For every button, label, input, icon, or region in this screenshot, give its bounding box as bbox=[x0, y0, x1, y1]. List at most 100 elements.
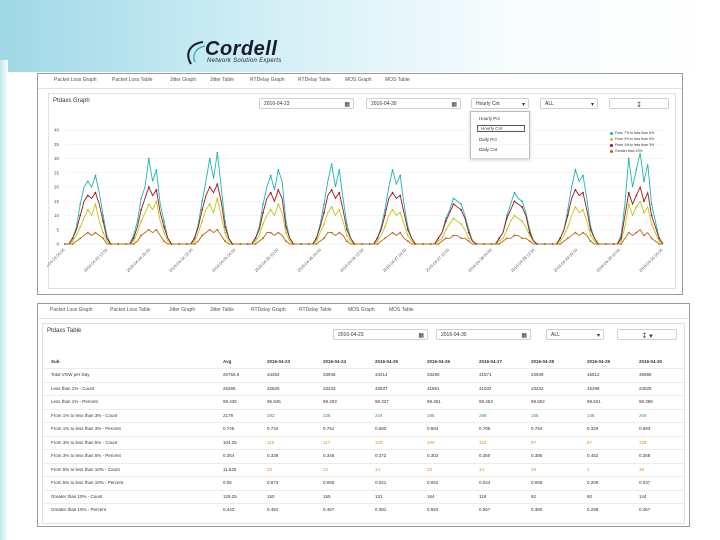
data-point[interactable] bbox=[620, 237, 623, 240]
data-point[interactable] bbox=[323, 223, 325, 225]
data-point[interactable] bbox=[536, 243, 539, 245]
data-point[interactable] bbox=[437, 237, 440, 240]
data-point[interactable] bbox=[262, 203, 264, 205]
data-point[interactable] bbox=[384, 226, 386, 228]
data-point[interactable] bbox=[338, 231, 341, 234]
tab-jitter-graph[interactable]: Jitter Graph bbox=[169, 307, 196, 313]
column-header[interactable]: 2016-04-25 bbox=[375, 359, 399, 364]
data-point[interactable] bbox=[125, 243, 127, 245]
data-point[interactable] bbox=[658, 243, 661, 245]
data-point[interactable] bbox=[140, 234, 143, 237]
data-point[interactable] bbox=[513, 214, 516, 217]
data-point[interactable] bbox=[79, 226, 82, 228]
data-point[interactable] bbox=[269, 174, 272, 177]
data-point[interactable] bbox=[444, 228, 447, 231]
data-point[interactable] bbox=[269, 208, 272, 211]
data-point[interactable] bbox=[574, 206, 577, 208]
data-point[interactable] bbox=[627, 203, 630, 205]
data-point[interactable] bbox=[574, 231, 577, 234]
data-point[interactable] bbox=[384, 237, 386, 240]
data-point[interactable] bbox=[216, 228, 219, 231]
data-point[interactable] bbox=[391, 231, 394, 234]
data-point[interactable] bbox=[102, 231, 104, 234]
tab-rtdelay-table[interactable]: RTDelay Table bbox=[299, 307, 332, 313]
data-point[interactable] bbox=[71, 243, 74, 245]
data-point[interactable] bbox=[147, 157, 150, 160]
data-point[interactable] bbox=[193, 240, 196, 243]
column-header[interactable]: 2016-04-23 bbox=[267, 359, 291, 364]
data-point[interactable] bbox=[505, 217, 508, 220]
data-point[interactable] bbox=[208, 157, 211, 160]
data-point[interactable] bbox=[566, 214, 569, 217]
data-point[interactable] bbox=[94, 203, 97, 205]
data-point[interactable] bbox=[208, 228, 211, 231]
data-point[interactable] bbox=[521, 200, 523, 203]
data-point[interactable] bbox=[582, 191, 584, 194]
data-point[interactable] bbox=[323, 203, 325, 205]
tab-mos-graph[interactable]: MOS Graph bbox=[345, 77, 372, 83]
data-point[interactable] bbox=[193, 237, 196, 240]
data-point[interactable] bbox=[498, 240, 501, 243]
graph-filter-select[interactable]: ALL ▾ bbox=[540, 98, 598, 109]
data-point[interactable] bbox=[216, 183, 219, 186]
data-point[interactable] bbox=[589, 228, 592, 231]
data-point[interactable] bbox=[643, 180, 645, 183]
data-point[interactable] bbox=[384, 214, 386, 217]
data-point[interactable] bbox=[528, 231, 531, 234]
data-point[interactable] bbox=[239, 243, 242, 245]
data-point[interactable] bbox=[559, 237, 562, 240]
column-header[interactable]: 2016-04-30 bbox=[639, 359, 663, 364]
data-point[interactable] bbox=[498, 243, 501, 245]
data-point[interactable] bbox=[102, 237, 104, 240]
data-point[interactable] bbox=[650, 214, 653, 217]
column-header[interactable]: 2016-04-28 bbox=[531, 359, 555, 364]
column-header[interactable]: 2016-04-24 bbox=[323, 359, 347, 364]
data-point[interactable] bbox=[521, 220, 523, 223]
tab-rtdelay-table[interactable]: RTDelay Table bbox=[298, 77, 331, 83]
data-point[interactable] bbox=[391, 191, 394, 194]
data-point[interactable] bbox=[414, 243, 417, 245]
data-point[interactable] bbox=[399, 174, 402, 177]
data-point[interactable] bbox=[460, 208, 463, 211]
data-point[interactable] bbox=[635, 194, 638, 197]
graph-download-button[interactable]: ↧ bbox=[609, 98, 669, 109]
data-point[interactable] bbox=[422, 243, 424, 245]
data-point[interactable] bbox=[277, 231, 280, 234]
tab-jitter-table[interactable]: Jitter Table bbox=[210, 77, 235, 83]
data-point[interactable] bbox=[376, 243, 379, 245]
data-point[interactable] bbox=[589, 234, 592, 237]
data-point[interactable] bbox=[437, 240, 440, 243]
data-point[interactable] bbox=[254, 237, 257, 240]
data-point[interactable] bbox=[155, 200, 158, 203]
data-point[interactable] bbox=[147, 203, 150, 205]
data-point[interactable] bbox=[201, 200, 204, 203]
data-point[interactable] bbox=[544, 243, 546, 245]
tab-jitter-table[interactable]: Jitter Table bbox=[210, 307, 235, 313]
data-point[interactable] bbox=[566, 208, 569, 211]
table-end-date-input[interactable]: 2016-04-30 ▦ bbox=[436, 329, 531, 340]
data-point[interactable] bbox=[201, 220, 204, 223]
data-point[interactable] bbox=[262, 223, 264, 225]
data-point[interactable] bbox=[338, 191, 341, 194]
data-point[interactable] bbox=[582, 208, 584, 211]
data-point[interactable] bbox=[391, 208, 394, 211]
data-point[interactable] bbox=[155, 169, 158, 171]
data-point[interactable] bbox=[86, 208, 89, 211]
tab-packet-loss-graph[interactable]: Packet Loss Graph bbox=[54, 77, 97, 83]
tab-rtdelay-graph[interactable]: RTDelay Graph bbox=[250, 77, 285, 83]
tab-mos-graph[interactable]: MOS Graph bbox=[348, 307, 375, 313]
data-point[interactable] bbox=[147, 228, 150, 231]
data-point[interactable] bbox=[71, 240, 74, 243]
data-point[interactable] bbox=[643, 211, 645, 214]
data-point[interactable] bbox=[216, 151, 219, 154]
data-point[interactable] bbox=[64, 243, 66, 245]
tab-rtdelay-graph[interactable]: RTDelay Graph bbox=[251, 307, 286, 313]
data-point[interactable] bbox=[452, 217, 455, 220]
data-point[interactable] bbox=[589, 240, 592, 243]
data-point[interactable] bbox=[399, 194, 402, 197]
interval-select[interactable]: Hourly Cnt ▾ bbox=[471, 98, 529, 109]
data-point[interactable] bbox=[521, 237, 523, 240]
column-header[interactable]: Avg bbox=[223, 359, 232, 364]
data-point[interactable] bbox=[86, 231, 89, 234]
data-point[interactable] bbox=[643, 200, 645, 203]
